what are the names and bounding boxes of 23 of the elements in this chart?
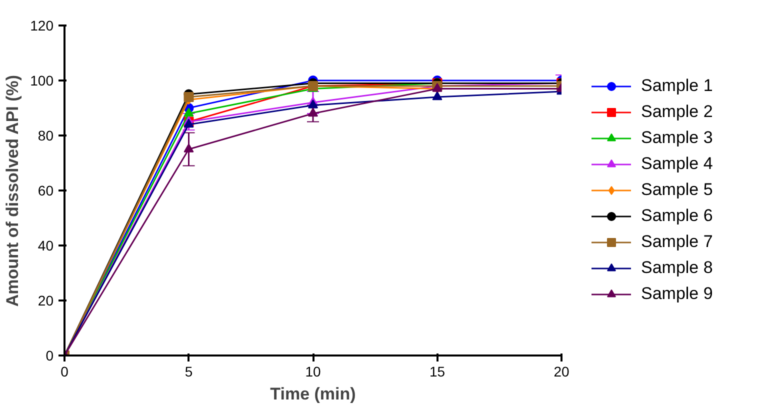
y-axis-title: Amount of dissolved API (%) [3, 74, 22, 307]
y-tick-label: 20 [38, 292, 54, 308]
legend-label: Sample 9 [641, 284, 713, 304]
legend-label: Sample 8 [641, 258, 713, 278]
x-tick-label: 20 [554, 364, 570, 380]
legend-label: Sample 2 [641, 102, 713, 122]
x-tick-label: 5 [184, 364, 193, 380]
legend-label: Sample 6 [641, 206, 713, 226]
legend-label: Sample 1 [641, 76, 713, 96]
legend-label: Sample 3 [641, 128, 713, 148]
y-tick-label: 60 [38, 182, 54, 198]
x-tick-label: 15 [429, 364, 446, 380]
y-tick-label: 40 [38, 238, 54, 254]
legend-label: Sample 7 [641, 232, 713, 252]
y-tick-label: 100 [30, 72, 54, 88]
y-tick-label: 80 [38, 128, 54, 144]
x-axis-title: Time (min) [270, 384, 356, 404]
y-tick-label: 0 [46, 348, 54, 364]
legend-label: Sample 4 [641, 154, 713, 174]
legend-label: Sample 5 [641, 180, 713, 200]
x-tick-label: 10 [305, 364, 321, 380]
y-tick-label: 120 [30, 18, 54, 34]
x-tick-label: 0 [60, 364, 69, 380]
